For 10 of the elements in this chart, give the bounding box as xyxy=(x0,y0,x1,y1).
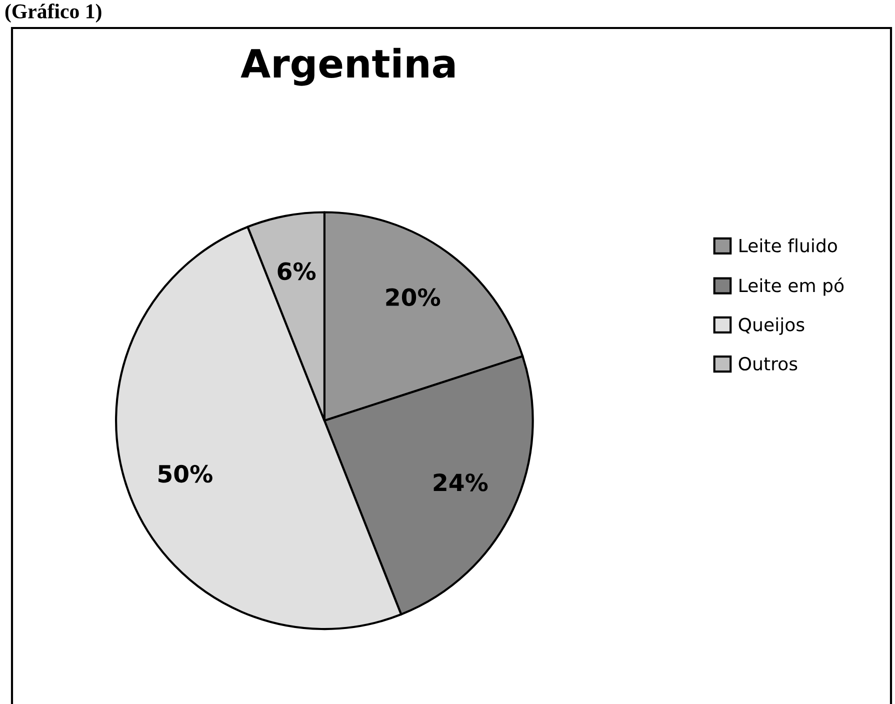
text: (Gráfico 1) xyxy=(5,4,102,23)
legend-label: Queijos xyxy=(738,317,804,335)
legend-label: Leite em pó xyxy=(740,278,844,296)
data-label: 20% xyxy=(386,288,440,306)
legend-label: Leite fluido xyxy=(740,238,837,252)
data-label: 6% xyxy=(278,262,316,280)
legend-label: Outros xyxy=(738,356,798,371)
data-label: 24% xyxy=(434,474,488,492)
chart-title: Argentina xyxy=(240,48,455,86)
data-label: 50% xyxy=(158,464,212,483)
